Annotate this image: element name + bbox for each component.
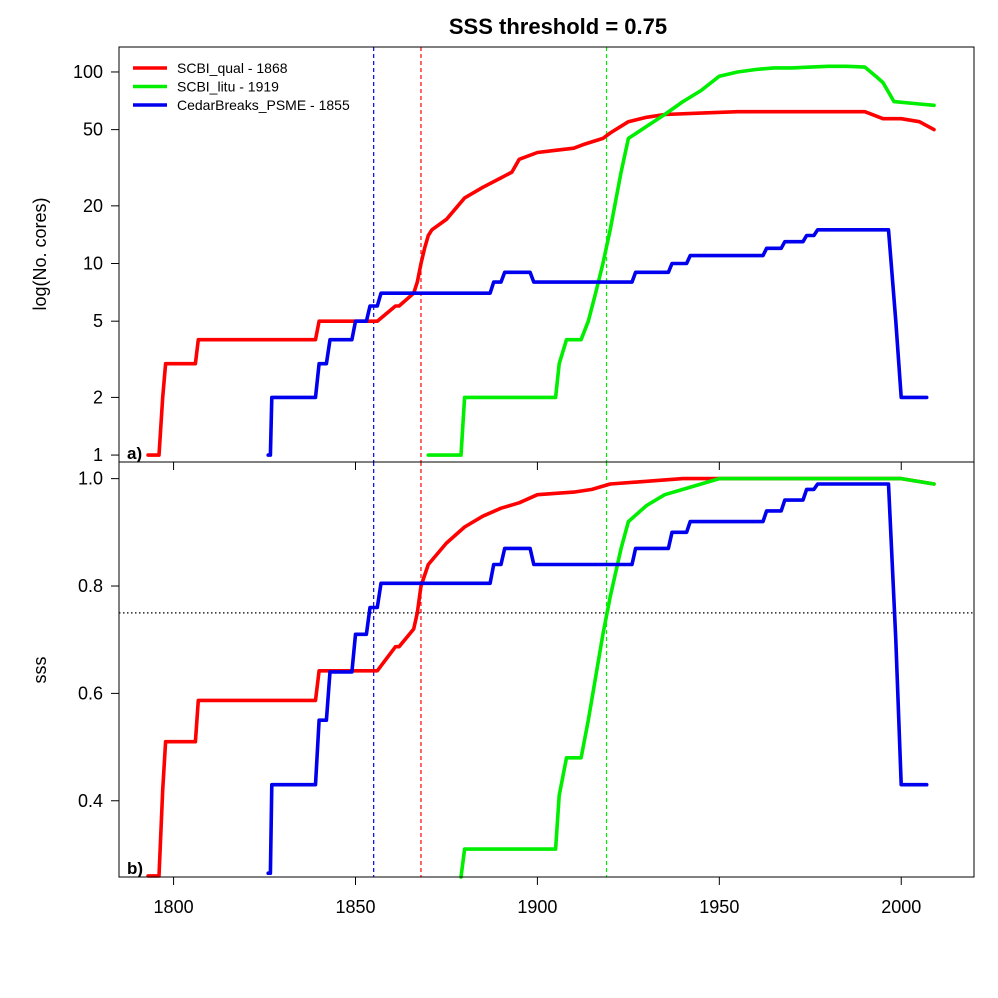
y-tick-label: 0.8 <box>78 576 103 596</box>
y-tick-label: 0.4 <box>78 791 103 811</box>
y-tick-label: 5 <box>93 311 103 331</box>
panel-a-series <box>146 64 936 457</box>
panel-a-ylabel: log(No. cores) <box>30 197 50 310</box>
panel-b-y-ticks: 0.4 0.6 0.8 1.0 <box>78 469 119 811</box>
panel-b-series <box>146 476 936 879</box>
panel-b-label: b) <box>127 859 143 878</box>
y-tick-label: 20 <box>83 196 103 216</box>
series-line-1 <box>459 476 936 879</box>
panel-b-ylabel: sss <box>30 657 50 684</box>
y-tick-label: 1 <box>93 445 103 465</box>
series-line-0 <box>146 476 936 878</box>
x-tick-label: 1900 <box>517 897 557 917</box>
y-tick-label: 0.6 <box>78 683 103 703</box>
panel-b-frame <box>118 461 975 878</box>
panel-a-y-ticks: 1 2 5 10 20 50 100 <box>73 62 119 465</box>
x-tick-label: 2000 <box>881 897 921 917</box>
y-tick-label: 2 <box>93 387 103 407</box>
y-tick-label: 10 <box>83 254 103 274</box>
panel-a-x-ticks <box>173 462 902 470</box>
y-tick-label: 50 <box>83 120 103 140</box>
legend-label: SCBI_qual - 1868 <box>177 60 288 76</box>
panel-a-label: a) <box>127 444 142 463</box>
x-tick-label: 1800 <box>154 897 194 917</box>
legend-label: CedarBreaks_PSME - 1855 <box>177 97 350 113</box>
y-tick-label: 100 <box>73 62 103 82</box>
y-tick-label: 1.0 <box>78 469 103 489</box>
panel-a-reference-lines <box>373 47 608 462</box>
panel-b-x-ticks: 1800 1850 1900 1950 2000 <box>154 877 921 917</box>
panel-b: 0.4 0.6 0.8 1.0 1800 1850 1900 1950 2000 sss b) <box>30 461 975 917</box>
legend: SCBI_qual - 1868 SCBI_litu - 1919 CedarBre… <box>133 60 350 113</box>
series-line-2 <box>266 228 929 457</box>
legend-label: SCBI_litu - 1919 <box>177 79 279 95</box>
series-line-0 <box>146 109 936 457</box>
chart-title: SSS threshold = 0.75 <box>449 14 667 39</box>
series-line-1 <box>426 64 936 457</box>
panel-b-reference-lines <box>373 462 608 877</box>
x-tick-label: 1850 <box>335 897 375 917</box>
x-tick-label: 1950 <box>699 897 739 917</box>
panel-a: 1 2 5 10 20 50 100 log(No. cores) a) SCBI_qual… <box>30 46 975 470</box>
series-line-2 <box>266 482 929 876</box>
